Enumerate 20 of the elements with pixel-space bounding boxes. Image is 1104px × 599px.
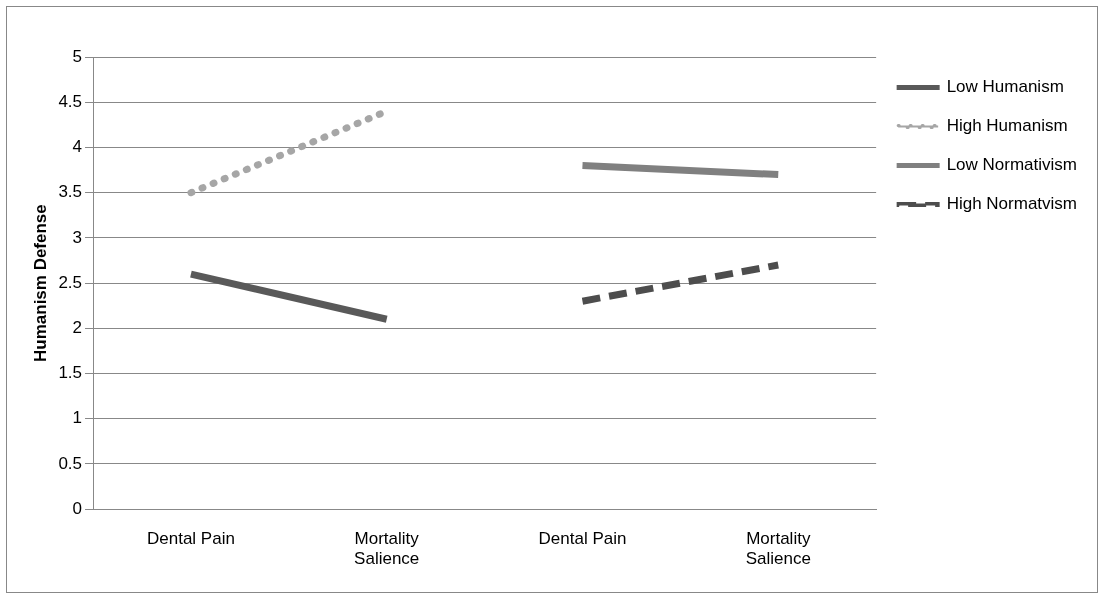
- y-tick-label: 3.5: [58, 182, 83, 202]
- legend-label: High Humanism: [946, 116, 1068, 136]
- y-tick-label: 3: [72, 227, 83, 247]
- y-tick-label: 0: [72, 498, 83, 518]
- x-tick-label: Mortality Salience: [354, 529, 420, 569]
- x-tick-label: Dental Pain: [146, 529, 235, 549]
- y-tick-label: 4: [72, 137, 83, 157]
- y-tick-label: 2.5: [58, 272, 83, 292]
- y-tick-label: 0.5: [58, 453, 83, 473]
- y-tick-label: 4.5: [58, 91, 83, 111]
- y-tick-label: 1.5: [58, 363, 83, 383]
- y-axis-title: Humanism Defense: [30, 204, 50, 362]
- y-tick-label: 2: [72, 318, 83, 338]
- legend-label: High Normatvism: [946, 194, 1077, 214]
- legend-label: Low Humanism: [946, 77, 1064, 97]
- legend-label: Low Normativism: [946, 155, 1077, 175]
- y-tick-label: 1: [72, 408, 83, 428]
- y-tick-label: 5: [72, 46, 83, 66]
- x-tick-label: Mortality Salience: [745, 529, 811, 569]
- x-tick-label: Dental Pain: [538, 529, 627, 549]
